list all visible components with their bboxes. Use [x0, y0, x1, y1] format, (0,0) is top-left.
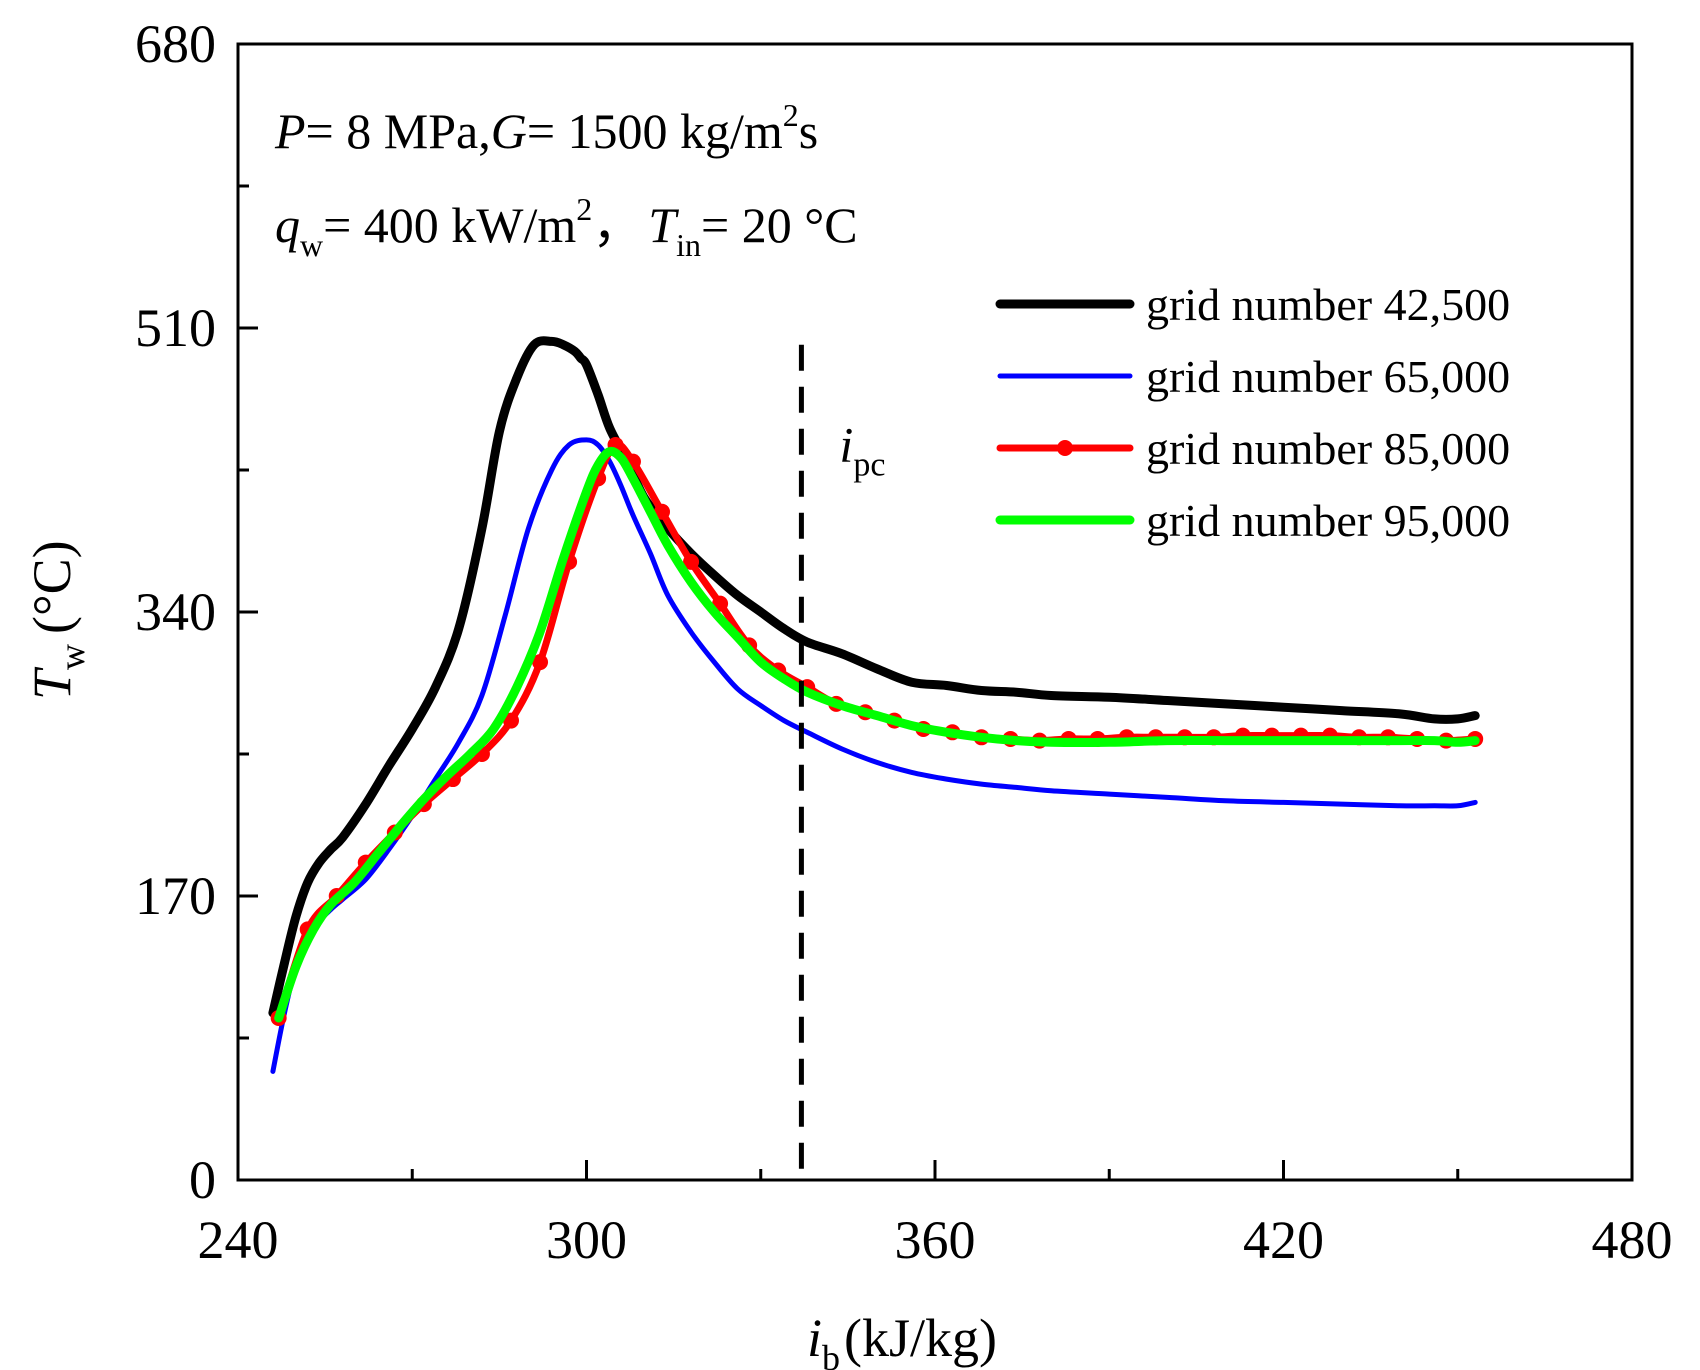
y-tick-label-0: 0: [189, 1150, 216, 1210]
mass-flux-value: = 1500 kg/m: [527, 103, 783, 159]
y-axis-title: Tw (°C): [22, 540, 92, 700]
ipc-subscript: pc: [853, 447, 885, 484]
series-2-point-15: [683, 553, 700, 570]
y-tick-label-2: 340: [135, 582, 216, 642]
condition-separator: ，: [592, 197, 642, 253]
legend-label-2: grid number 85,000: [1146, 423, 1510, 474]
legend: grid number 42,500 grid number 65,000 grid…: [995, 279, 1510, 546]
x-axis-unit: (kJ/kg): [844, 1308, 997, 1368]
series-group: [268, 336, 1484, 1074]
legend-label-3: grid number 95,000: [1146, 495, 1510, 546]
legend-label-0: grid number 42,500: [1146, 279, 1510, 330]
ipc-symbol: i: [839, 417, 853, 473]
pressure-symbol: P: [274, 103, 306, 159]
series-2-point-9: [532, 654, 549, 671]
heat-flux-value: = 400 kW/m: [323, 197, 576, 253]
inlet-temp-subscript: in: [676, 227, 701, 263]
x-axis-symbol: i: [807, 1308, 822, 1368]
y-tick-label-4: 680: [135, 14, 216, 74]
series-2-point-8: [502, 712, 519, 729]
series-2-point-14: [654, 503, 671, 520]
mass-flux-exponent: 2: [783, 97, 799, 133]
legend-marker-2: [1057, 440, 1073, 456]
y-axis-subscript: w: [52, 644, 92, 670]
ipc-label: ipc: [839, 417, 885, 484]
y-axis-symbol: T: [22, 666, 82, 700]
mass-flux-symbol: G: [491, 103, 527, 159]
series-line-1: [270, 437, 1478, 1074]
y-tick-label-3: 510: [135, 298, 216, 358]
pressure-value: = 8 MPa,: [306, 103, 491, 159]
mass-flux-unit-end: s: [799, 103, 818, 159]
x-axis-subscript: b: [822, 1338, 840, 1370]
condition-line-1: P= 8 MPa,G= 1500 kg/m2s: [274, 97, 818, 159]
x-tick-label-1: 300: [546, 1210, 627, 1270]
inlet-temp-symbol: T: [648, 197, 679, 253]
heat-flux-symbol: q: [275, 197, 300, 253]
x-tick-label-0: 240: [198, 1210, 279, 1270]
condition-line-2: qw= 400 kW/m2， Tin= 20 °C: [275, 191, 858, 263]
x-axis-ticks: 240 300 360 420 480: [198, 1160, 1673, 1270]
x-tick-label-3: 420: [1243, 1210, 1324, 1270]
series-line-3: [274, 446, 1480, 1023]
y-axis-ticks: 0 170 340 510 680: [135, 14, 258, 1210]
y-axis-unit: (°C): [22, 540, 82, 634]
heat-flux-exponent: 2: [576, 191, 592, 227]
x-tick-label-2: 360: [895, 1210, 976, 1270]
heat-flux-subscript: w: [300, 227, 323, 263]
inlet-temp-value: = 20 °C: [701, 197, 858, 253]
x-tick-label-4: 480: [1592, 1210, 1673, 1270]
y-tick-label-1: 170: [135, 866, 216, 926]
x-axis-title: ib(kJ/kg): [807, 1308, 997, 1370]
legend-label-1: grid number 65,000: [1146, 351, 1510, 402]
